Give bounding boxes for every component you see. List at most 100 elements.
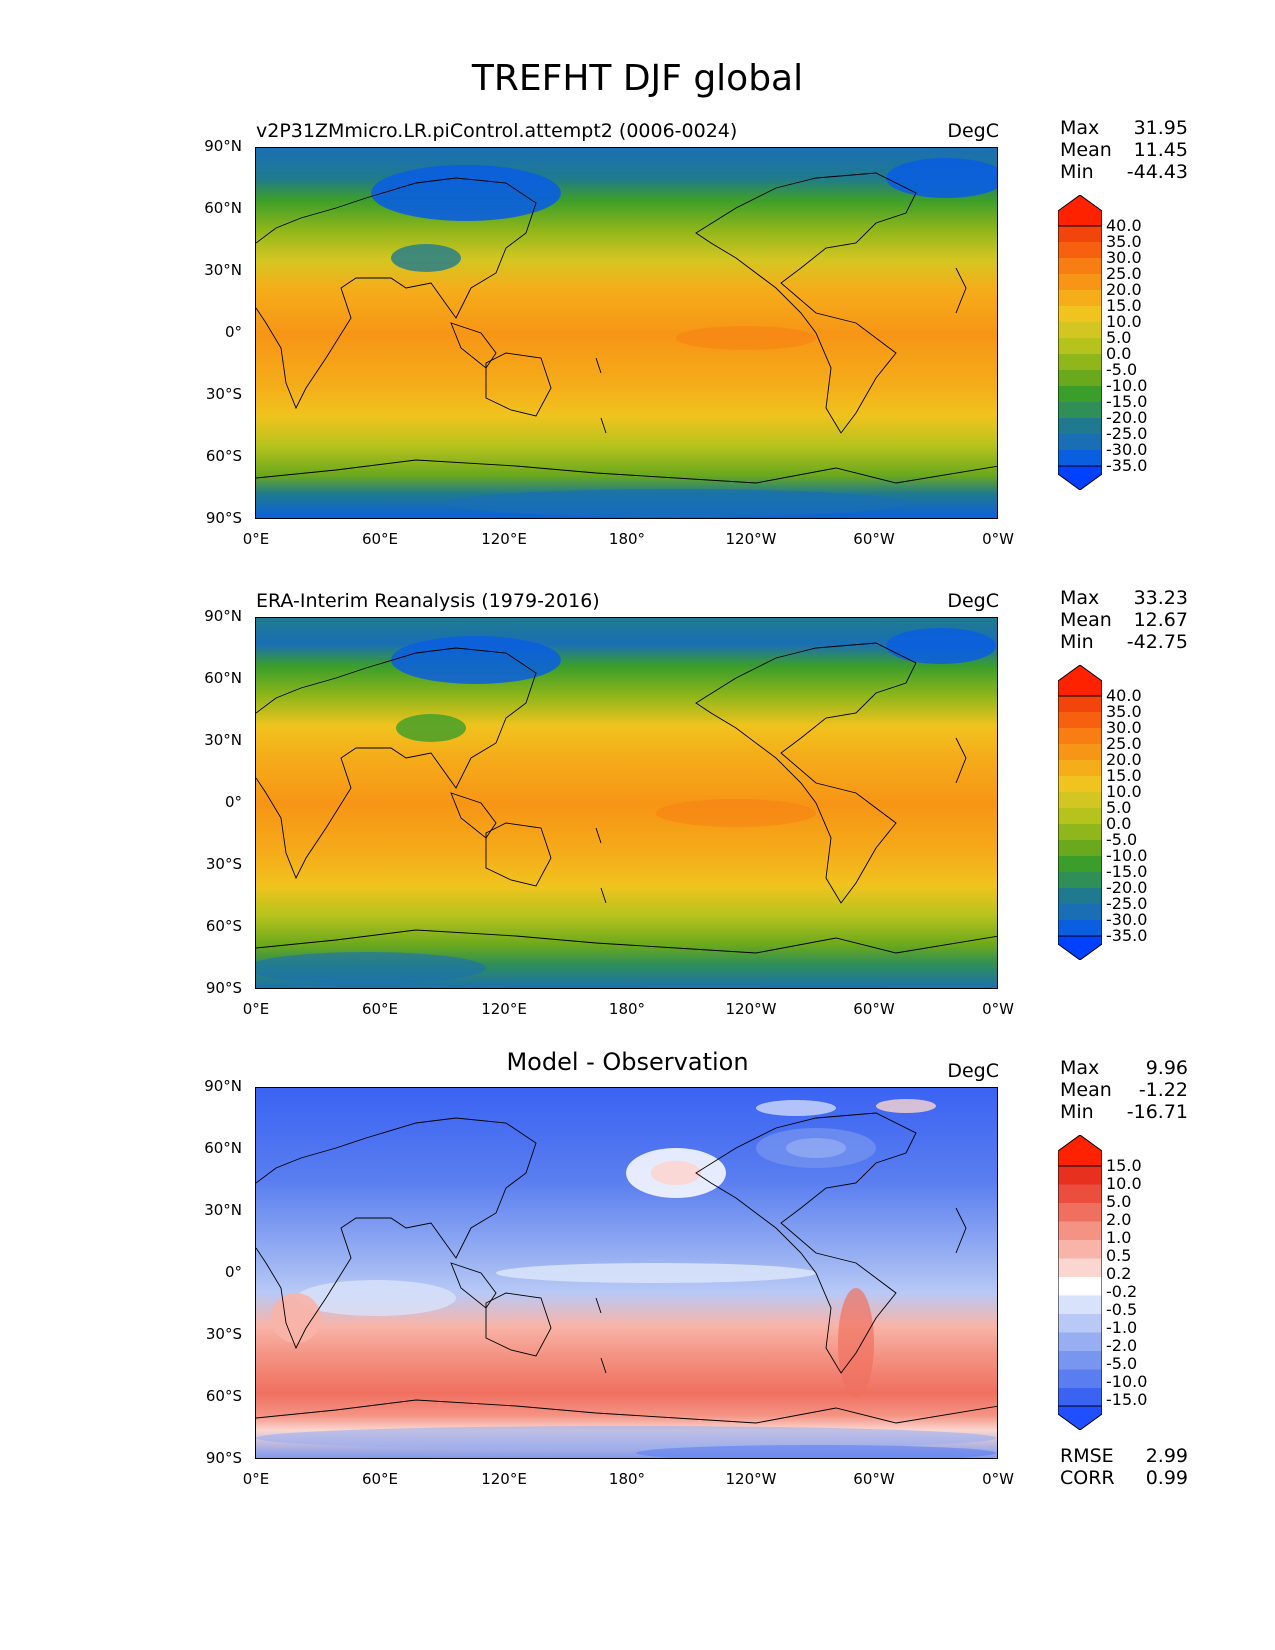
colorbar-label: -2.0 [1106, 1336, 1138, 1355]
colorbar-label: 35.0 [1106, 232, 1142, 251]
stat-mean-label: Mean [1060, 139, 1112, 161]
stat-mean-value: -1.22 [1138, 1079, 1188, 1101]
colorbar-label: 1.0 [1106, 1228, 1132, 1247]
difference-map [256, 1088, 997, 1458]
lat-label: 90°N [204, 607, 242, 625]
lon-label: 60°E [361, 1000, 399, 1018]
colorbar-label: 25.0 [1106, 734, 1142, 753]
colorbar-label: -20.0 [1106, 878, 1148, 897]
lat-label: 90°N [204, 1077, 242, 1095]
colorbar-label: 40.0 [1106, 216, 1142, 235]
colorbar-label: 20.0 [1106, 750, 1142, 769]
colorbar-label: 30.0 [1106, 248, 1142, 267]
lat-label: 30°S [205, 385, 242, 403]
stat-mean-label: Mean [1060, 1079, 1112, 1101]
stat-min-label: Min [1060, 161, 1094, 183]
panel-reference-map [255, 617, 998, 989]
lon-label: 0°W [982, 530, 1014, 548]
colorbar-label: 40.0 [1106, 686, 1142, 705]
stat-max-value: 33.23 [1133, 587, 1188, 609]
colorbar-label: -10.0 [1106, 376, 1148, 395]
stat-min-value: -44.43 [1126, 161, 1188, 183]
lon-label: 60°E [361, 530, 399, 548]
lat-label: 90°S [205, 979, 242, 997]
temperature-colorbar [1058, 665, 1102, 960]
colorbar-label: 10.0 [1106, 1174, 1142, 1193]
lat-label: 30°S [205, 1325, 242, 1343]
panel-difference: Model - Observation DegC [0, 1048, 1275, 1530]
panel-test-colorbar [1058, 195, 1102, 490]
lon-label: 180° [608, 530, 646, 548]
colorbar-label: -5.0 [1106, 1354, 1138, 1373]
stat-min-label: Min [1060, 1101, 1094, 1123]
stat-min-label: Min [1060, 631, 1094, 653]
lat-label: 0° [224, 793, 242, 811]
figure-title: TREFHT DJF global [471, 58, 804, 99]
panel-test-units: DegC [947, 120, 999, 142]
panel-difference-metrics: RMSE 2.99 CORR 0.99 [1060, 1445, 1188, 1489]
panel-difference-title: Model - Observation [506, 1048, 749, 1076]
lon-label: 120°W [725, 1000, 777, 1018]
colorbar-label: -10.0 [1106, 846, 1148, 865]
panel-test-stats: Max 31.95 Mean 11.45 Min -44.43 [1060, 117, 1188, 183]
panel-reference: ERA-Interim Reanalysis (1979-2016) DegC [0, 587, 1275, 1060]
stat-max-label: Max [1060, 1057, 1100, 1079]
panel-difference-units: DegC [947, 1060, 999, 1082]
colorbar-label: -1.0 [1106, 1318, 1138, 1337]
difference-colorbar [1058, 1135, 1102, 1430]
lon-label: 120°E [481, 530, 527, 548]
lat-label: 30°N [204, 261, 242, 279]
colorbar-label: -25.0 [1106, 894, 1148, 913]
colorbar-label: -30.0 [1106, 440, 1148, 459]
lat-label: 30°N [204, 731, 242, 749]
lon-label: 0°E [242, 1000, 270, 1018]
lat-label: 90°N [204, 137, 242, 155]
colorbar-label: 25.0 [1106, 264, 1142, 283]
rmse-value: 2.99 [1145, 1445, 1188, 1467]
stat-mean-value: 11.45 [1133, 139, 1188, 161]
panel-test: v2P31ZMmicro.LR.piControl.attempt2 (0006… [0, 117, 1275, 590]
panel-reference-units: DegC [947, 590, 999, 612]
lon-label: 60°W [853, 530, 895, 548]
colorbar-label: -35.0 [1106, 926, 1148, 945]
lat-label: 60°N [204, 199, 242, 217]
lat-label: 0° [224, 1263, 242, 1281]
colorbar-label: -0.2 [1106, 1282, 1138, 1301]
colorbar-label: 0.2 [1106, 1264, 1132, 1283]
lon-label: 0°W [982, 1470, 1014, 1488]
colorbar-label: -20.0 [1106, 408, 1148, 427]
lon-label: 120°W [725, 1470, 777, 1488]
colorbar-label: 30.0 [1106, 718, 1142, 737]
colorbar-label: -15.0 [1106, 862, 1148, 881]
panel-reference-stats: Max 33.23 Mean 12.67 Min -42.75 [1060, 587, 1188, 653]
colorbar-label: 15.0 [1106, 296, 1142, 315]
lon-label: 120°E [481, 1470, 527, 1488]
panel-difference-colorbar [1058, 1135, 1102, 1430]
lat-label: 60°S [205, 1387, 242, 1405]
lon-label: 60°W [853, 1470, 895, 1488]
lon-label: 180° [608, 1470, 646, 1488]
colorbar-label: 2.0 [1106, 1210, 1132, 1229]
panel-difference-map [255, 1087, 998, 1459]
temperature-colorbar [1058, 195, 1102, 490]
lon-label: 60°E [361, 1470, 399, 1488]
lon-label: 180° [608, 1000, 646, 1018]
colorbar-label: -15.0 [1106, 392, 1148, 411]
lon-label: 0°E [242, 1470, 270, 1488]
colorbar-label: 0.0 [1106, 814, 1132, 833]
lat-label: 30°N [204, 1201, 242, 1219]
stat-min-value: -16.71 [1126, 1101, 1188, 1123]
lat-label: 60°S [205, 447, 242, 465]
colorbar-label: 15.0 [1106, 1156, 1142, 1175]
corr-label: CORR [1060, 1467, 1115, 1489]
colorbar-label: 0.0 [1106, 344, 1132, 363]
colorbar-label: -35.0 [1106, 456, 1148, 475]
panel-reference-colorbar [1058, 665, 1102, 960]
lat-label: 60°N [204, 1139, 242, 1157]
panel-test-map [255, 147, 998, 519]
colorbar-label: -5.0 [1106, 360, 1138, 379]
stat-min-value: -42.75 [1126, 631, 1188, 653]
colorbar-label: -15.0 [1106, 1390, 1148, 1409]
corr-value: 0.99 [1145, 1467, 1188, 1489]
lat-label: 90°S [205, 1449, 242, 1467]
